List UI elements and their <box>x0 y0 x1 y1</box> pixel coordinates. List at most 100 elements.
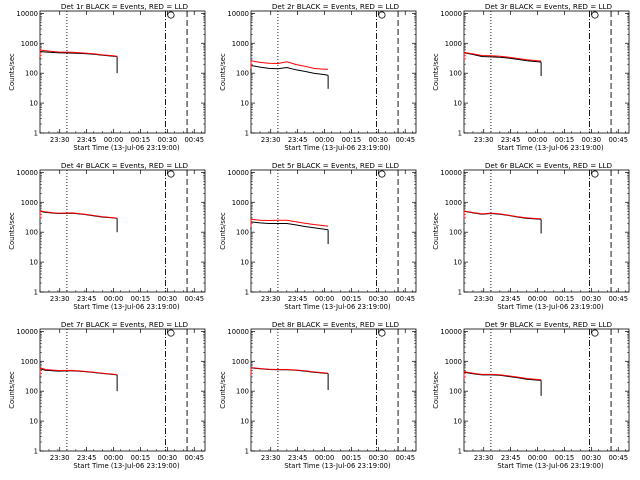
x-tick-label: 23:30 <box>50 136 70 144</box>
saa-symbol-icon <box>591 11 599 19</box>
x-tick-label: 23:30 <box>50 454 70 462</box>
x-axis-label: Start Time (13-Jul-06 23:19:00) <box>73 144 180 152</box>
x-axis-label: Start Time (13-Jul-06 23:19:00) <box>497 144 604 152</box>
chart-panel-4: Det 4r BLACK = Events, RED = LLD 1 10 100 10… <box>8 161 206 311</box>
x-tick-label: 00:15 <box>555 136 575 144</box>
saa-symbol-icon <box>167 329 175 337</box>
y-axis-label: Counts/sec <box>432 371 440 409</box>
y-tick-label: 1 <box>458 130 462 138</box>
lld-series-line <box>39 367 118 375</box>
chart-panel-7: Det 7r BLACK = Events, RED = LLD 1 10 100 10… <box>8 320 206 470</box>
lld-series-line <box>250 367 329 374</box>
plot-frame <box>250 169 417 293</box>
x-tick-label: 00:45 <box>608 454 628 462</box>
y-tick-label: 10000 <box>16 10 38 18</box>
x-tick-label: 00:00 <box>315 295 335 303</box>
y-tick-label: 1000 <box>232 40 249 48</box>
y-tick-label: 10 <box>29 418 38 426</box>
chart-title: Det 3r BLACK = Events, RED = LLD <box>485 2 613 11</box>
y-tick-label: 100 <box>449 388 462 396</box>
x-tick-label: 23:45 <box>77 295 97 303</box>
saa-symbol-icon <box>167 11 175 19</box>
x-tick-label: 00:45 <box>184 454 204 462</box>
events-series-line <box>463 52 542 63</box>
x-tick-label: 00:00 <box>104 454 124 462</box>
x-tick-label: 00:45 <box>184 295 204 303</box>
saa-symbol-icon <box>591 329 599 337</box>
x-tick-label: 00:00 <box>528 454 548 462</box>
x-tick-label: 00:00 <box>104 295 124 303</box>
plot-frame <box>463 328 630 452</box>
y-tick-label: 10000 <box>16 169 38 177</box>
x-tick-label: 00:00 <box>315 454 335 462</box>
x-tick-label: 00:45 <box>608 136 628 144</box>
y-tick-label: 100 <box>25 388 38 396</box>
chart-panel-2: Det 2r BLACK = Events, RED = LLD 1 10 100 10… <box>219 2 417 152</box>
lld-series-line <box>463 52 542 62</box>
y-axis-label: Counts/sec <box>219 371 227 409</box>
x-tick-label: 00:15 <box>342 136 362 144</box>
chart-title: Det 1r BLACK = Events, RED = LLD <box>61 2 189 11</box>
y-tick-label: 10 <box>240 259 249 267</box>
lld-series-line <box>39 49 118 57</box>
x-tick-label: 00:15 <box>555 295 575 303</box>
y-tick-label: 10 <box>29 100 38 108</box>
x-tick-label: 00:30 <box>582 136 602 144</box>
x-axis-label: Start Time (13-Jul-06 23:19:00) <box>73 462 180 470</box>
x-tick-label: 00:15 <box>131 295 151 303</box>
plot-frame <box>250 10 417 134</box>
y-tick-label: 10 <box>453 259 462 267</box>
lld-series-line <box>250 60 329 70</box>
y-tick-label: 10000 <box>440 169 462 177</box>
y-tick-label: 10 <box>29 259 38 267</box>
plot-frame <box>250 328 417 452</box>
y-tick-label: 100 <box>449 70 462 78</box>
x-tick-label: 00:30 <box>582 454 602 462</box>
y-tick-label: 10000 <box>227 169 249 177</box>
x-tick-label: 23:45 <box>501 295 521 303</box>
x-tick-label: 00:15 <box>342 295 362 303</box>
y-tick-label: 1 <box>245 130 249 138</box>
y-tick-label: 1000 <box>21 40 38 48</box>
y-axis-label: Counts/sec <box>8 53 16 91</box>
y-axis-label: Counts/sec <box>8 212 16 250</box>
chart-panel-9: Det 9r BLACK = Events, RED = LLD 1 10 100 10… <box>432 320 630 470</box>
saa-symbol-icon <box>378 329 386 337</box>
y-tick-label: 10000 <box>227 328 249 336</box>
y-tick-label: 1 <box>245 448 249 456</box>
x-tick-label: 23:45 <box>288 136 308 144</box>
events-series-line <box>250 221 329 231</box>
y-tick-label: 1000 <box>232 199 249 207</box>
x-tick-label: 23:45 <box>288 295 308 303</box>
x-tick-label: 00:45 <box>608 295 628 303</box>
y-tick-label: 100 <box>236 388 249 396</box>
y-tick-label: 1 <box>245 289 249 297</box>
y-axis-label: Counts/sec <box>219 212 227 250</box>
x-tick-label: 00:15 <box>131 136 151 144</box>
y-tick-label: 100 <box>236 229 249 237</box>
x-axis-label: Start Time (13-Jul-06 23:19:00) <box>497 462 604 470</box>
plot-frame <box>463 169 630 293</box>
x-tick-label: 00:30 <box>158 136 178 144</box>
y-axis-label: Counts/sec <box>219 53 227 91</box>
x-tick-label: 23:30 <box>261 454 281 462</box>
x-tick-label: 23:30 <box>474 295 494 303</box>
y-tick-label: 1000 <box>445 358 462 366</box>
x-tick-label: 23:45 <box>77 454 97 462</box>
chart-title: Det 6r BLACK = Events, RED = LLD <box>485 161 613 170</box>
x-tick-label: 23:45 <box>77 136 97 144</box>
saa-symbol-icon <box>378 170 386 178</box>
y-tick-label: 100 <box>25 70 38 78</box>
x-tick-label: 00:00 <box>104 136 124 144</box>
chart-title: Det 4r BLACK = Events, RED = LLD <box>61 161 189 170</box>
x-tick-label: 00:45 <box>184 136 204 144</box>
lld-series-line <box>463 210 542 220</box>
chart-panel-5: Det 5r BLACK = Events, RED = LLD 1 10 100 10… <box>219 161 417 311</box>
x-tick-label: 23:45 <box>288 454 308 462</box>
lld-series-line <box>250 218 329 227</box>
x-tick-label: 00:30 <box>369 295 389 303</box>
y-tick-label: 10000 <box>227 10 249 18</box>
y-axis-label: Counts/sec <box>432 212 440 250</box>
